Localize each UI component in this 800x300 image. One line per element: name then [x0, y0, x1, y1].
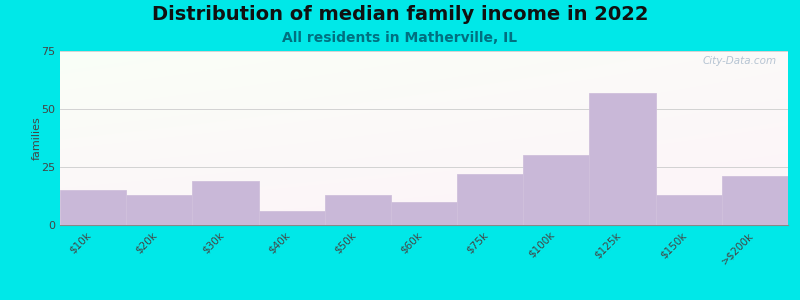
Bar: [722, 176, 788, 225]
Bar: [126, 195, 192, 225]
Y-axis label: families: families: [32, 116, 42, 160]
Bar: [192, 181, 258, 225]
Bar: [258, 211, 325, 225]
Bar: [60, 190, 126, 225]
Text: City-Data.com: City-Data.com: [703, 56, 777, 66]
Bar: [457, 174, 523, 225]
Bar: [391, 202, 457, 225]
Text: Distribution of median family income in 2022: Distribution of median family income in …: [152, 4, 648, 23]
Bar: [590, 93, 656, 225]
Text: All residents in Matherville, IL: All residents in Matherville, IL: [282, 32, 518, 46]
Bar: [656, 195, 722, 225]
Bar: [523, 155, 590, 225]
Bar: [325, 195, 391, 225]
